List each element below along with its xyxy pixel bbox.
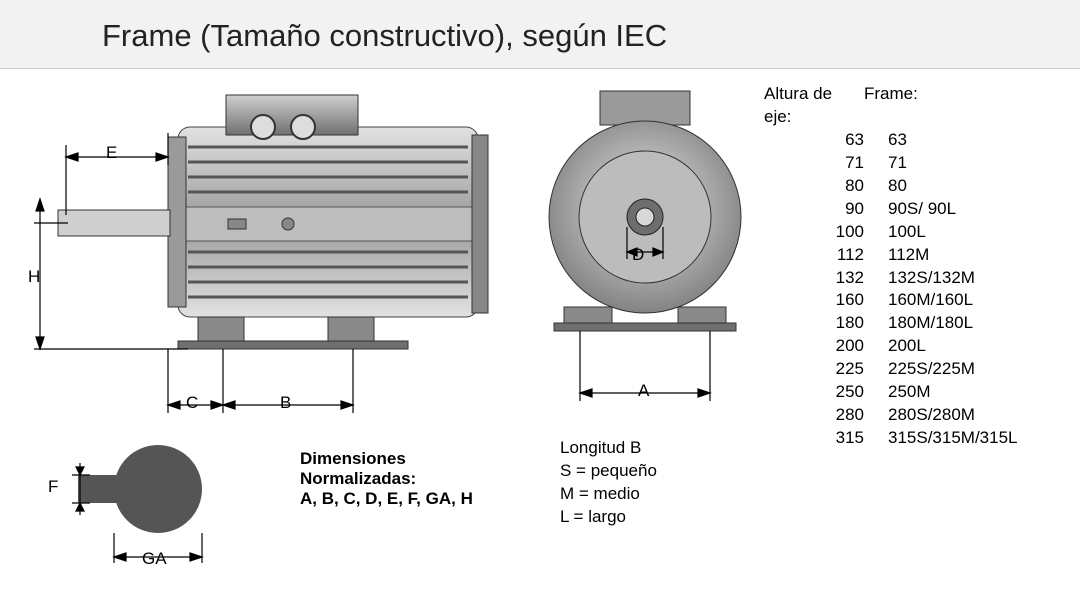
content-area: H E C B xyxy=(0,69,1080,569)
longitud-heading: Longitud B xyxy=(560,437,657,460)
dim-b-label: B xyxy=(280,393,291,413)
dimensions-sub: Normalizadas: xyxy=(300,469,473,489)
dimensions-heading: Dimensiones xyxy=(300,449,473,469)
table-cell-altura: 63 xyxy=(764,129,864,152)
table-cell-altura: 100 xyxy=(764,221,864,244)
table-cell-frame: 132S/132M xyxy=(888,267,1048,290)
dimensions-list: A, B, C, D, E, F, GA, H xyxy=(300,489,473,509)
table-cell-frame: 225S/225M xyxy=(888,358,1048,381)
table-cell-frame: 71 xyxy=(888,152,1048,175)
table-cell-altura: 90 xyxy=(764,198,864,221)
table-cell-altura: 80 xyxy=(764,175,864,198)
longitud-block: Longitud B S = pequeño M = medio L = lar… xyxy=(560,437,657,529)
table-cell-frame: 180M/180L xyxy=(888,312,1048,335)
table-header-frame: Frame: xyxy=(864,83,1024,129)
shaft-end-detail: F GA xyxy=(48,429,248,569)
dim-d-label: D xyxy=(632,245,644,265)
frame-table: Altura de eje: Frame: 637180901001121321… xyxy=(764,83,1048,450)
table-cell-altura: 112 xyxy=(764,244,864,267)
table-cell-frame: 200L xyxy=(888,335,1048,358)
dim-c-label: C xyxy=(186,393,198,413)
table-cell-altura: 315 xyxy=(764,427,864,450)
table-col-frame: 63718090S/ 90L100L112M132S/132M160M/160L… xyxy=(888,129,1048,450)
table-cell-frame: 90S/ 90L xyxy=(888,198,1048,221)
table-cell-altura: 280 xyxy=(764,404,864,427)
motor-side-view: H E C B xyxy=(28,87,508,417)
title-band: Frame (Tamaño constructivo), según IEC xyxy=(0,0,1080,69)
table-cell-altura: 71 xyxy=(764,152,864,175)
table-cell-altura: 160 xyxy=(764,289,864,312)
table-cell-altura: 250 xyxy=(764,381,864,404)
table-cell-frame: 100L xyxy=(888,221,1048,244)
page-title: Frame (Tamaño constructivo), según IEC xyxy=(102,18,1080,54)
motor-front-view: D A xyxy=(530,87,760,417)
table-cell-frame: 63 xyxy=(888,129,1048,152)
longitud-row: L = largo xyxy=(560,506,657,529)
table-cell-altura: 180 xyxy=(764,312,864,335)
dimensions-normalized-block: Dimensiones Normalizadas: A, B, C, D, E,… xyxy=(300,449,473,509)
dim-e-label: E xyxy=(106,143,117,163)
dim-f-label: F xyxy=(48,477,58,497)
table-cell-altura: 200 xyxy=(764,335,864,358)
table-cell-frame: 80 xyxy=(888,175,1048,198)
dim-h-label: H xyxy=(28,267,40,287)
longitud-row: M = medio xyxy=(560,483,657,506)
table-cell-frame: 112M xyxy=(888,244,1048,267)
table-cell-altura: 132 xyxy=(764,267,864,290)
dim-ga-label: GA xyxy=(142,549,167,569)
table-cell-frame: 280S/280M xyxy=(888,404,1048,427)
longitud-row: S = pequeño xyxy=(560,460,657,483)
table-cell-frame: 250M xyxy=(888,381,1048,404)
table-col-altura: 63718090100112132160180200225250280315 xyxy=(764,129,888,450)
table-header-altura: Altura de eje: xyxy=(764,83,864,129)
table-cell-frame: 160M/160L xyxy=(888,289,1048,312)
dim-a-label: A xyxy=(638,381,649,401)
table-cell-frame: 315S/315M/315L xyxy=(888,427,1048,450)
table-cell-altura: 225 xyxy=(764,358,864,381)
